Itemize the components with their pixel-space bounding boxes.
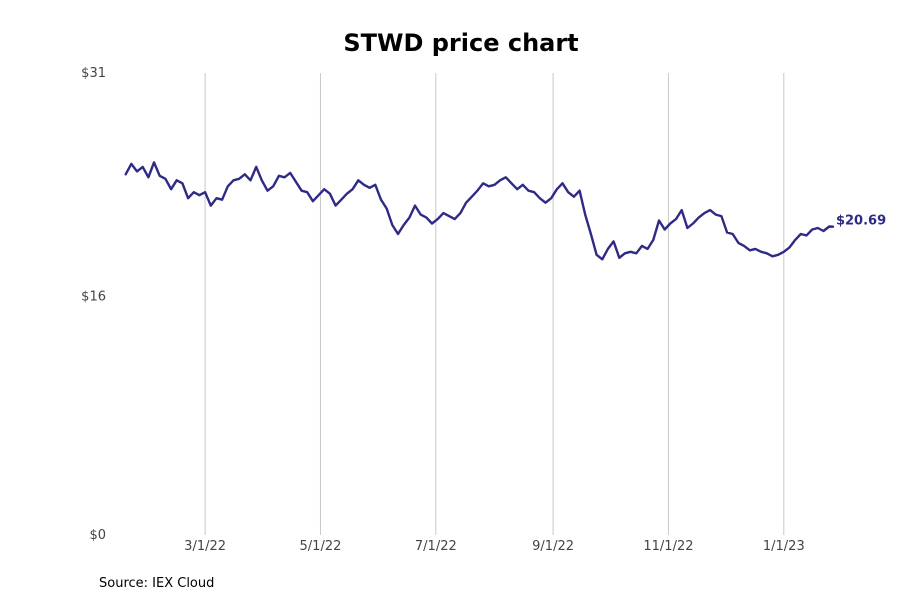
x-axis-tick-labels: 3/1/22 5/1/22 7/1/22 9/1/22 11/1/22 1/1/23	[184, 539, 805, 554]
y-tick-label: $16	[81, 290, 106, 305]
y-tick-label: $31	[81, 66, 106, 81]
x-tick-label: 7/1/22	[415, 539, 457, 554]
x-tick-label: 5/1/22	[300, 539, 342, 554]
x-tick-label: 1/1/23	[763, 539, 805, 554]
x-tick-label: 3/1/22	[184, 539, 226, 554]
series-line-price	[124, 161, 835, 261]
x-tick-label: 11/1/22	[643, 539, 693, 554]
chart-title: STWD price chart	[343, 29, 578, 57]
y-axis-tick-labels: $0 $16 $31	[81, 66, 106, 543]
grid-lines	[204, 73, 785, 535]
source-note: Source: IEX Cloud	[99, 576, 214, 591]
y-tick-label: $0	[89, 528, 106, 543]
last-price-label: $20.69	[836, 214, 886, 229]
x-tick-label: 9/1/22	[532, 539, 574, 554]
